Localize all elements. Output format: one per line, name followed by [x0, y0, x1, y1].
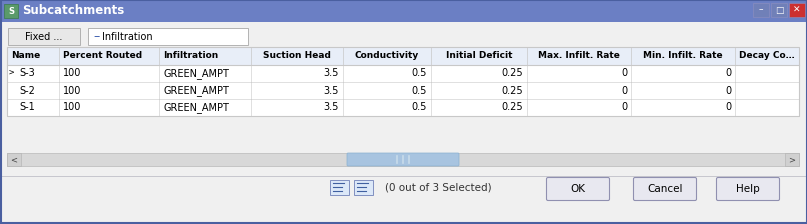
Text: OK: OK	[571, 184, 586, 194]
Bar	[7, 65, 799, 82]
Text: Subcatchments: Subcatchments	[22, 4, 124, 17]
Bar	[7, 47, 799, 65]
Text: S-3: S-3	[19, 69, 35, 78]
FancyBboxPatch shape	[347, 153, 459, 166]
Bar	[330, 180, 349, 195]
Text: (0 out of 3 Selected): (0 out of 3 Selected)	[385, 183, 491, 193]
Text: Help: Help	[736, 184, 760, 194]
Text: S: S	[8, 6, 14, 15]
Bar	[7, 47, 799, 116]
Text: 0: 0	[725, 86, 731, 95]
Text: 3.5: 3.5	[324, 103, 339, 112]
Text: Cancel: Cancel	[647, 184, 683, 194]
Text: 0.5: 0.5	[412, 86, 427, 95]
Bar	[5, 27, 802, 46]
Text: 100: 100	[63, 86, 82, 95]
Text: 0: 0	[621, 86, 627, 95]
Text: <: <	[10, 155, 18, 164]
Text: Initial Deficit: Initial Deficit	[445, 52, 512, 60]
Bar	[771, 3, 787, 17]
FancyBboxPatch shape	[546, 177, 609, 200]
Text: S-2: S-2	[19, 86, 35, 95]
Text: 0: 0	[725, 103, 731, 112]
Text: Suction Head: Suction Head	[263, 52, 331, 60]
FancyBboxPatch shape	[8, 28, 80, 45]
Bar	[0, 0, 807, 22]
Text: GREEN_AMPT: GREEN_AMPT	[163, 102, 229, 113]
FancyBboxPatch shape	[633, 177, 696, 200]
Text: Infiltration: Infiltration	[163, 52, 218, 60]
Text: Min. Infilt. Rate: Min. Infilt. Rate	[643, 52, 723, 60]
Text: 3.5: 3.5	[324, 86, 339, 95]
Bar	[7, 153, 799, 166]
Text: Decay Co…: Decay Co…	[739, 52, 795, 60]
Text: GREEN_AMPT: GREEN_AMPT	[163, 68, 229, 79]
Text: 100: 100	[63, 69, 82, 78]
Bar	[753, 3, 769, 17]
Text: –: –	[93, 30, 99, 43]
Bar	[4, 4, 18, 18]
Text: Max. Infilt. Rate: Max. Infilt. Rate	[538, 52, 620, 60]
Text: ✕: ✕	[793, 6, 801, 15]
Text: Conductivity: Conductivity	[355, 52, 419, 60]
Text: S-1: S-1	[19, 103, 35, 112]
FancyBboxPatch shape	[717, 177, 780, 200]
Text: 0.5: 0.5	[412, 103, 427, 112]
Text: 0: 0	[621, 103, 627, 112]
Text: 0.25: 0.25	[501, 69, 523, 78]
Bar	[7, 99, 799, 116]
Bar	[354, 180, 373, 195]
Text: 0: 0	[621, 69, 627, 78]
Bar	[789, 3, 805, 17]
Text: 0.5: 0.5	[412, 69, 427, 78]
Text: –: –	[759, 6, 763, 15]
Bar	[7, 153, 21, 166]
Text: 0.25: 0.25	[501, 86, 523, 95]
Text: >: >	[9, 69, 15, 78]
Text: >: >	[788, 155, 796, 164]
Text: Fixed ...: Fixed ...	[25, 32, 63, 41]
Bar	[0, 176, 807, 224]
Bar	[785, 153, 799, 166]
Bar	[7, 82, 799, 99]
Text: Infiltration: Infiltration	[102, 32, 153, 41]
Text: Percent Routed: Percent Routed	[63, 52, 142, 60]
Text: Name: Name	[11, 52, 40, 60]
Text: 0: 0	[725, 69, 731, 78]
Text: □: □	[775, 6, 784, 15]
FancyBboxPatch shape	[88, 28, 248, 45]
Text: 100: 100	[63, 103, 82, 112]
Text: GREEN_AMPT: GREEN_AMPT	[163, 85, 229, 96]
Text: 3.5: 3.5	[324, 69, 339, 78]
Text: 0.25: 0.25	[501, 103, 523, 112]
